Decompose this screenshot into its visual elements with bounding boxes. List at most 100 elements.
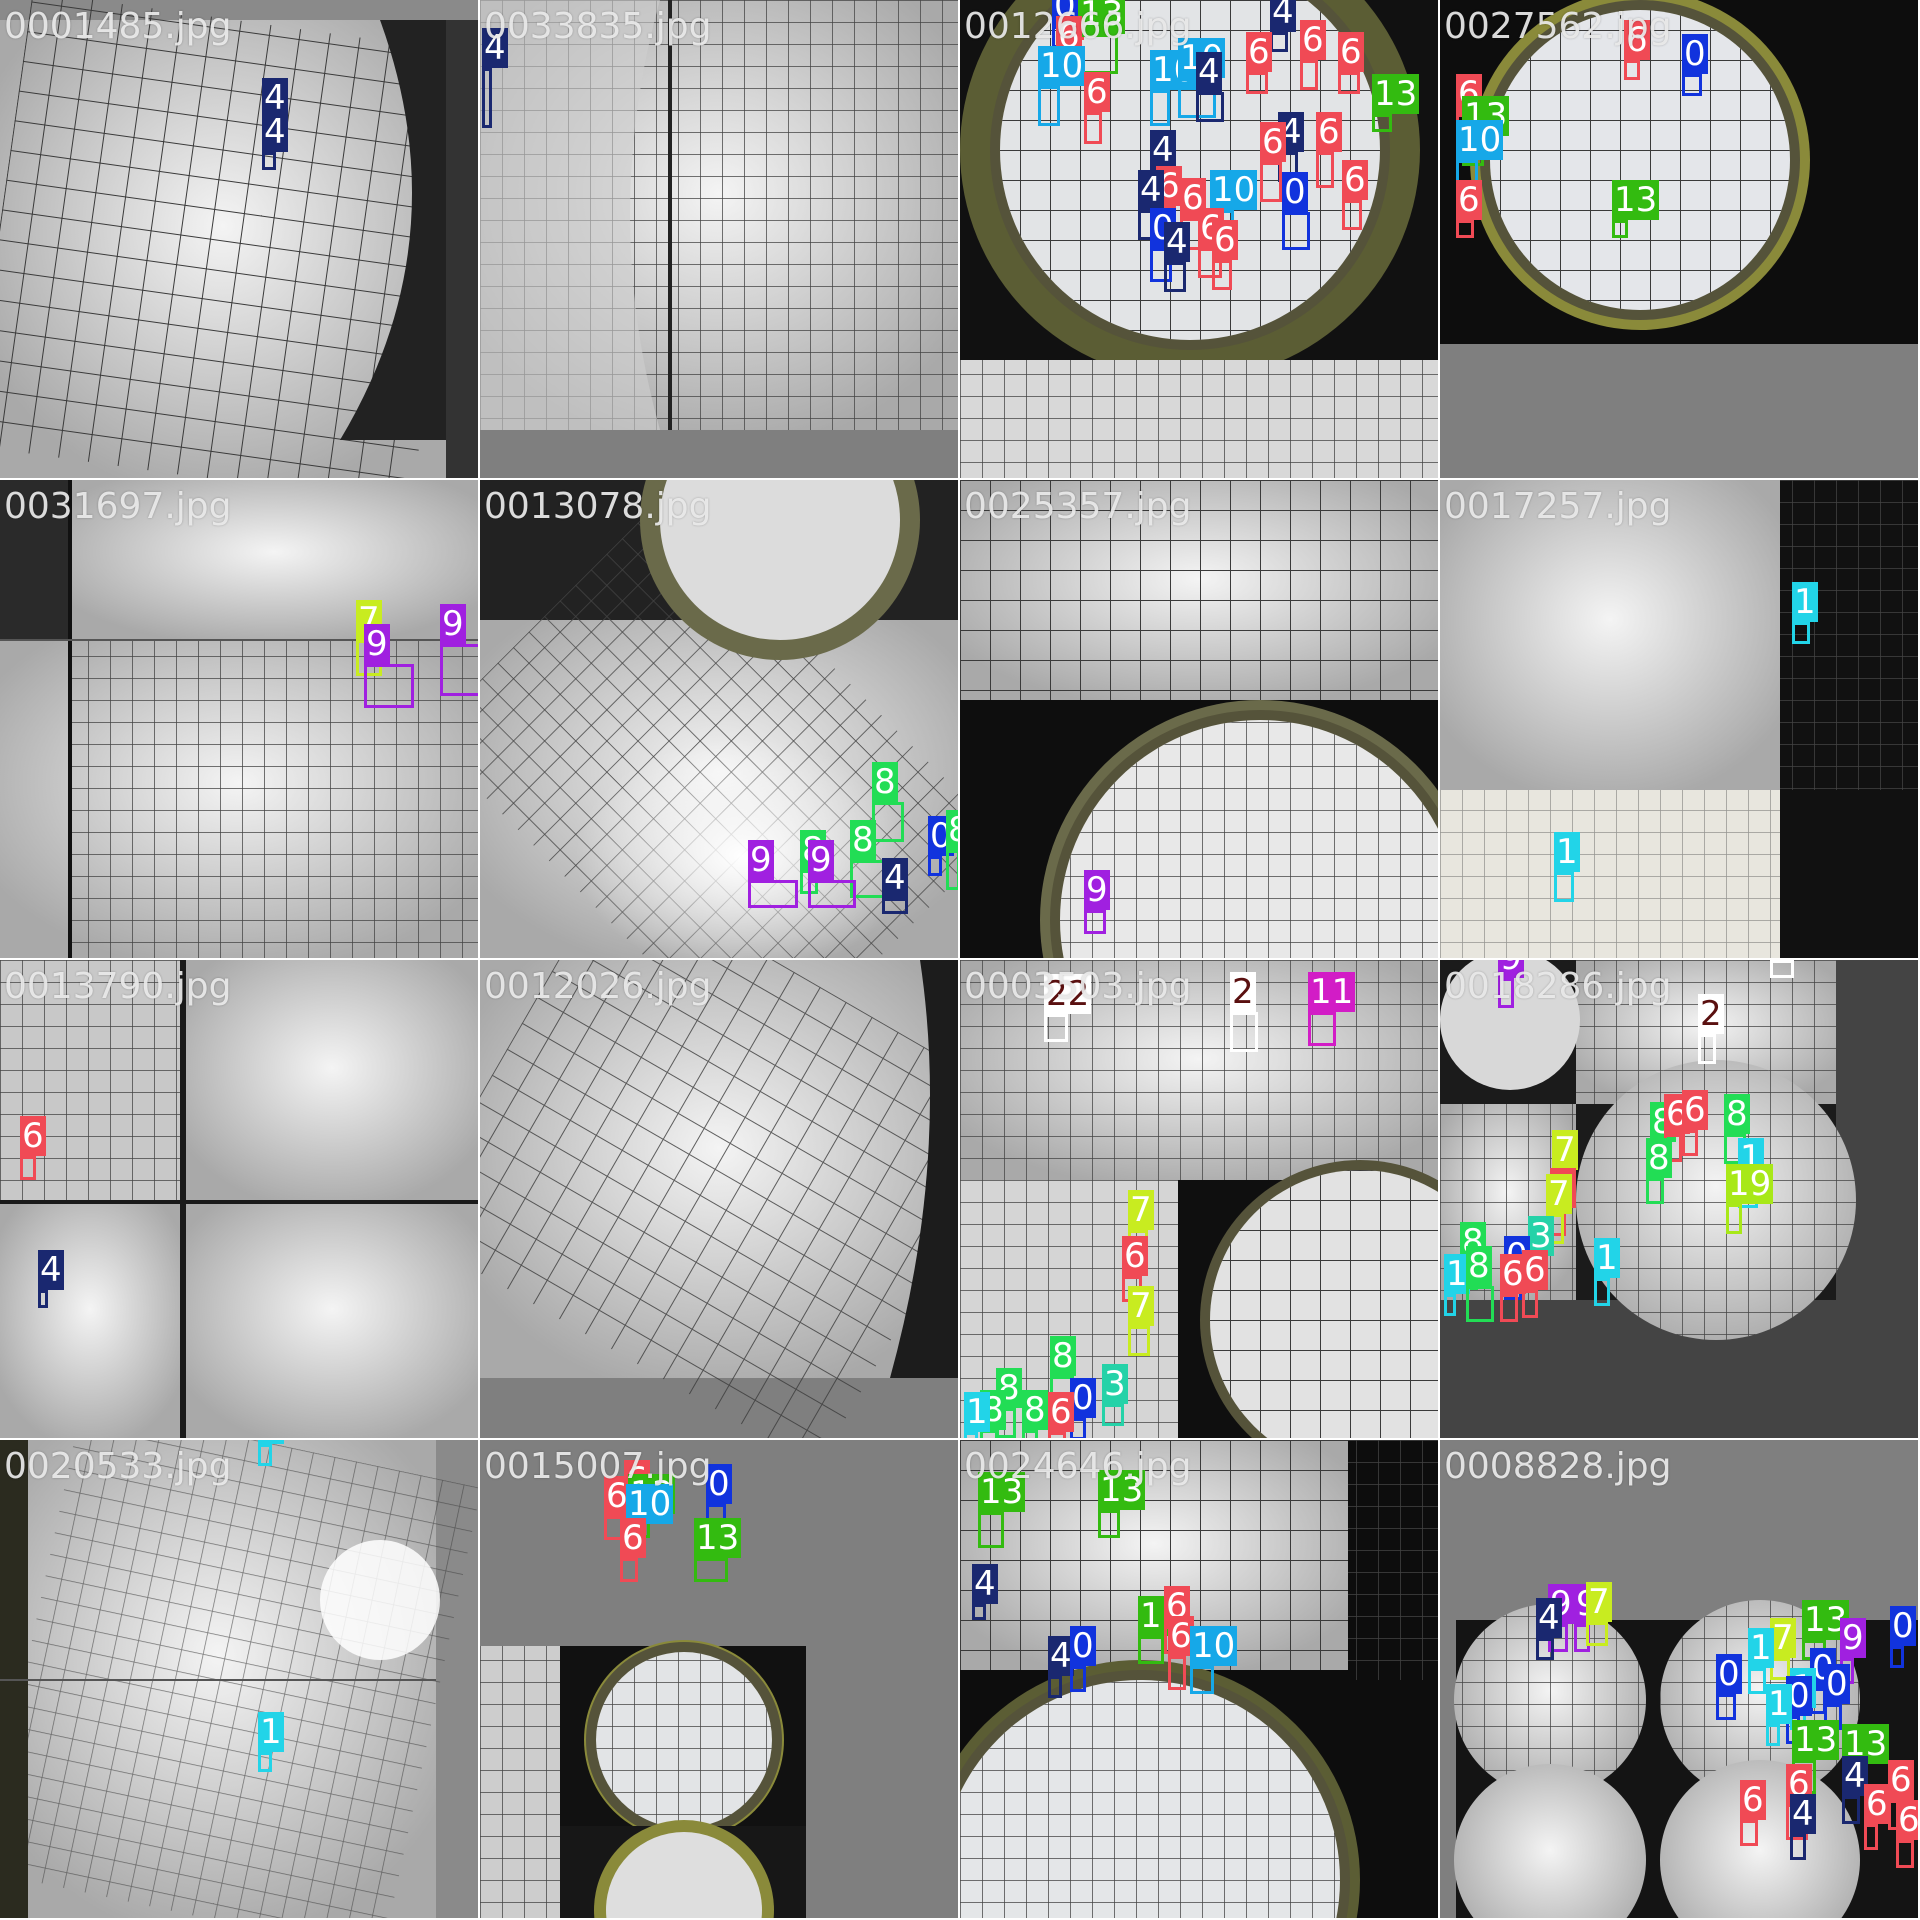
detection-box xyxy=(1594,1278,1610,1306)
detection-class-label: 2 xyxy=(1698,994,1724,1034)
detection-box xyxy=(972,1604,986,1620)
detection-class-label: 6 xyxy=(1456,180,1482,220)
detection-class-label: 6 xyxy=(1888,1760,1914,1800)
tile-image xyxy=(480,0,958,478)
detection-class-label: 6 xyxy=(1740,1780,1766,1820)
detection-class-label: 4 xyxy=(1164,222,1190,262)
detection-box xyxy=(1138,1636,1164,1664)
detection-box xyxy=(1084,910,1106,934)
tile-filename: 0001485.jpg xyxy=(4,6,232,47)
detection-class-label: 7 xyxy=(1552,1130,1578,1170)
detection-box xyxy=(1260,162,1282,202)
detection-class-label: 6 xyxy=(1168,1616,1194,1656)
detection-box xyxy=(872,802,904,842)
mosaic-tile: 4 4 0001485.jpg xyxy=(0,0,478,478)
mosaic-tile: 6 4 0013790.jpg xyxy=(0,960,478,1438)
detection-class-label: 6 xyxy=(620,1518,646,1558)
detection-class-label: 8 xyxy=(850,820,876,860)
tile-filename: 0012666.jpg xyxy=(964,6,1192,47)
mosaic-tile: 4 0033835.jpg xyxy=(480,0,958,478)
detection-box xyxy=(1022,1430,1038,1438)
detection-box xyxy=(882,898,908,914)
mosaic-tile: 9974130970110001131346646660008828.jpg xyxy=(1440,1440,1918,1918)
detection-box xyxy=(1444,1294,1456,1316)
tile-filename: 0017257.jpg xyxy=(1444,486,1672,527)
tile-image xyxy=(480,960,958,1438)
detection-class-label: 3 xyxy=(1528,1216,1554,1256)
detection-class-label: 7 xyxy=(1546,1174,1572,1214)
tile-image xyxy=(960,960,1438,1438)
detection-box xyxy=(1624,60,1640,80)
detection-box xyxy=(1682,1130,1698,1156)
mosaic-tile: 7 9 9 0031697.jpg xyxy=(0,480,478,958)
detection-box xyxy=(1792,622,1810,644)
mosaic-tile: 22 2 11 7 6 7 8 3 8 0 8 8 1 6 0003503.jpg xyxy=(960,960,1438,1438)
detection-class-label: 19 xyxy=(1726,1164,1774,1204)
detection-class-label: 4 xyxy=(1842,1756,1868,1796)
detection-class-label: 6 xyxy=(20,1116,46,1156)
detection-class-label: 4 xyxy=(1138,170,1164,210)
detection-box xyxy=(1308,1012,1336,1046)
detection-box xyxy=(1316,152,1334,188)
detection-class-label: 3 xyxy=(1102,1364,1128,1404)
detection-class-label: 7 xyxy=(1128,1190,1154,1230)
detection-box xyxy=(1716,1694,1736,1720)
detection-class-label: 6 xyxy=(1260,122,1286,162)
detection-class-label: 13 xyxy=(1612,180,1660,220)
detection-class-label: 7 xyxy=(1128,1286,1154,1326)
detection-class-label: 10 xyxy=(1038,46,1086,86)
detection-box xyxy=(482,68,492,128)
detection-class-label: 9 xyxy=(748,840,774,880)
detection-class-label: 6 xyxy=(1338,32,1364,72)
detection-class-label: 6 xyxy=(1316,112,1342,152)
detection-class-label: 0 xyxy=(1682,34,1708,74)
detection-class-label: 8 xyxy=(1646,1138,1672,1178)
detection-box xyxy=(964,1432,978,1438)
detection-class-label: 0 xyxy=(1070,1626,1096,1666)
detection-class-label: 8 xyxy=(946,810,958,850)
detection-box xyxy=(1726,1204,1742,1234)
detection-box xyxy=(1246,72,1268,94)
detection-class-label: 4 xyxy=(262,112,288,152)
tile-image xyxy=(1440,960,1918,1438)
detection-box xyxy=(1168,1656,1186,1690)
detection-class-label: 13 xyxy=(1078,0,1126,34)
tile-filename: 0012026.jpg xyxy=(484,966,712,1007)
detection-class-label: 7 xyxy=(1770,1618,1796,1658)
tile-filename: 0024646.jpg xyxy=(964,1446,1192,1487)
detection-box xyxy=(258,1444,272,1466)
tile-image xyxy=(480,1440,958,1918)
detection-box xyxy=(1536,1638,1554,1660)
detection-class-label: 0 xyxy=(1824,1664,1850,1704)
tile-image xyxy=(0,960,478,1438)
tile-filename: 0018286.jpg xyxy=(1444,966,1672,1007)
detection-box xyxy=(1198,248,1222,278)
detection-class-label: 11 xyxy=(1308,972,1356,1012)
mosaic-tile: 60613106130015007.jpg xyxy=(480,1440,958,1918)
tile-filename: 0013790.jpg xyxy=(4,966,232,1007)
tile-image xyxy=(1440,0,1918,478)
detection-class-label: 6 xyxy=(1682,1090,1708,1130)
detection-class-label: 10 xyxy=(1190,1626,1238,1666)
detection-box xyxy=(1164,262,1186,292)
detection-box xyxy=(20,1156,36,1180)
tile-filename: 0008828.jpg xyxy=(1444,1446,1672,1487)
detection-box xyxy=(1766,1724,1780,1746)
detection-box xyxy=(440,644,478,696)
detection-box xyxy=(38,1290,48,1308)
detection-class-label: 8 xyxy=(872,762,898,802)
detection-class-label: 2 xyxy=(1230,972,1256,1012)
detection-box xyxy=(1842,1796,1860,1824)
detection-box xyxy=(1646,1178,1664,1204)
mosaic-tile: 0012026.jpg xyxy=(480,960,958,1438)
detection-class-label: 6 xyxy=(1084,72,1110,112)
detection-box xyxy=(1864,1824,1878,1850)
detection-box xyxy=(1048,1676,1062,1698)
detection-box xyxy=(262,152,276,170)
detection-class-label: 8 xyxy=(1724,1094,1750,1134)
detection-box xyxy=(1282,212,1310,250)
detection-class-label: 4 xyxy=(262,78,288,118)
detection-class-label: 9 xyxy=(1084,870,1110,910)
mosaic-tile: 1 1 0017257.jpg xyxy=(1440,480,1918,958)
detection-box xyxy=(1300,60,1318,90)
